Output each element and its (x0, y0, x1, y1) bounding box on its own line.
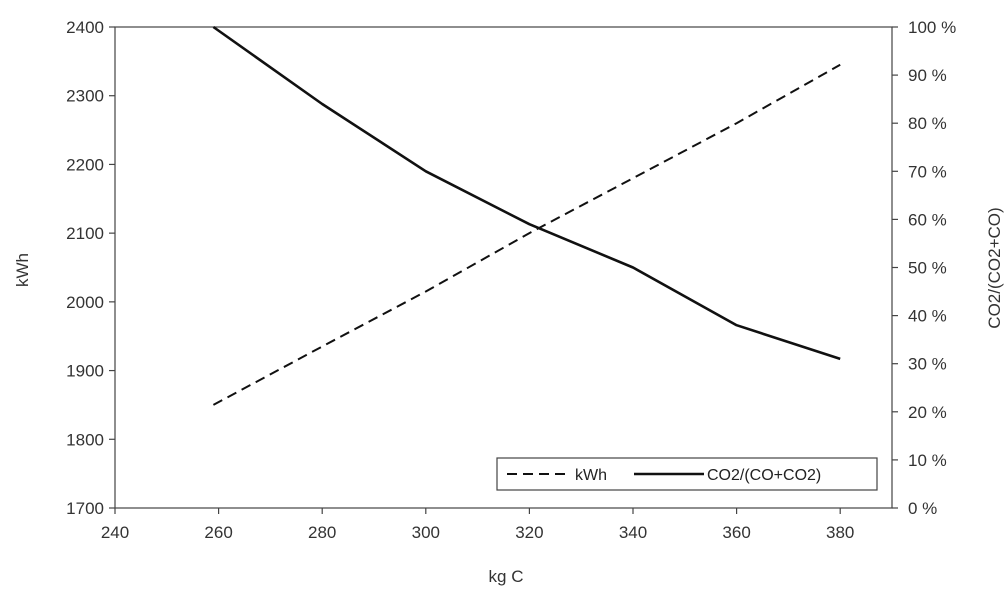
y-tick-label: 2200 (66, 155, 104, 174)
tick-labels: 1700 1800 1900 2000 2100 2200 2300 2400 0 % 10 % 2… (66, 18, 956, 542)
y-tick-label: 2300 (66, 87, 104, 106)
plot-area-frame (114, 26, 893, 509)
x-tick-label: 360 (722, 523, 750, 542)
y2-tick-label: 60 % (908, 210, 947, 229)
y-tick-label: 1800 (66, 430, 104, 449)
y-tick-label: 1700 (66, 499, 104, 518)
y-tick-label: 2100 (66, 224, 104, 243)
series-line-kwh (212, 63, 841, 406)
y2-tick-label: 50 % (908, 259, 947, 278)
series-line-co2-ratio (212, 25, 841, 361)
legend-label-kwh: kWh (575, 467, 607, 484)
legend-label-co2-ratio: CO2/(CO+CO2) (707, 467, 821, 484)
y2-tick-label: 100 % (908, 18, 956, 37)
x-tick-label: 280 (308, 523, 336, 542)
y2-tick-label: 90 % (908, 66, 947, 85)
axes (109, 26, 898, 514)
y-tick-label: 2000 (66, 293, 104, 312)
x-tick-label: 240 (101, 523, 129, 542)
series-lines (212, 25, 841, 406)
y2-tick-label: 70 % (908, 162, 947, 181)
x-tick-label: 260 (204, 523, 232, 542)
y-tick-label: 1900 (66, 362, 104, 381)
y2-tick-label: 10 % (908, 451, 947, 470)
y2-tick-label: 80 % (908, 114, 947, 133)
x-tick-label: 380 (826, 523, 854, 542)
x-tick-label: 340 (619, 523, 647, 542)
x-tick-label: 320 (515, 523, 543, 542)
y2-tick-label: 30 % (908, 355, 947, 374)
x-axis-title: kg C (489, 567, 524, 586)
y2-axis-title: CO2/(CO2+CO) (985, 207, 1004, 328)
y2-tick-label: 20 % (908, 403, 947, 422)
y2-tick-label: 0 % (908, 499, 937, 518)
legend: kWh CO2/(CO+CO2) (496, 457, 878, 491)
y-tick-label: 2400 (66, 18, 104, 37)
y-axis-title: kWh (13, 253, 32, 287)
x-tick-label: 300 (412, 523, 440, 542)
y2-tick-label: 40 % (908, 307, 947, 326)
